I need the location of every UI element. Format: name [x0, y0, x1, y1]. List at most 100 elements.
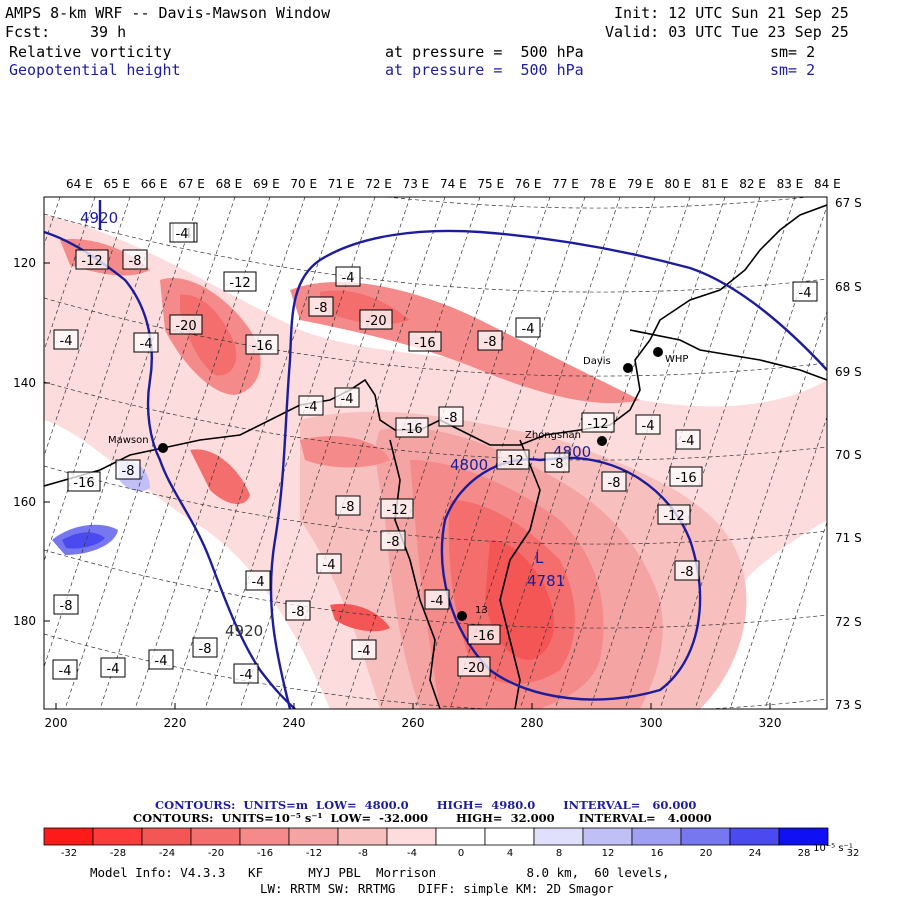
vorticity-label: -8: [438, 406, 464, 427]
longitude-label: 76 E: [515, 177, 542, 191]
vorticity-label: -16: [395, 417, 429, 438]
longitude-label: 81 E: [702, 177, 729, 191]
whp-station-dot: [653, 347, 663, 357]
meridian-line: [764, 521, 827, 709]
vorticity-label-box: [169, 314, 203, 335]
colorbar-swatch: [631, 827, 682, 846]
latitude-label: 67 S: [835, 196, 862, 210]
fcst-label: Fcst:: [5, 23, 51, 41]
vorticity-label-box: [457, 656, 491, 677]
vorticity-label-text: -8: [122, 464, 135, 479]
vorticity-label-box: [122, 249, 148, 270]
longitude-label: 79 E: [627, 177, 654, 191]
colorbar-swatch: [386, 827, 437, 846]
vorticity-label-text: -8: [484, 335, 497, 350]
vorticity-label-text: -8: [551, 457, 564, 472]
vorticity-label: -8: [308, 296, 334, 317]
vorticity-label-box: [334, 387, 360, 408]
vorticity-label: -8: [192, 637, 218, 658]
vorticity-label-text: -4: [140, 337, 153, 352]
parallel-line: [44, 213, 827, 293]
meridian-line: [729, 415, 827, 709]
vorticity-label-text: -4: [341, 392, 354, 407]
meridian-line: [554, 197, 726, 709]
height-label: 4800: [450, 456, 488, 474]
longitude-label: 68 E: [216, 177, 243, 191]
height-label: 4920: [80, 209, 118, 227]
colorbar-tick-label: -24: [158, 848, 176, 859]
vorticity-label-text: -8: [445, 411, 458, 426]
low-center-letter: L: [535, 549, 544, 567]
meridian-line: [484, 197, 656, 709]
vorticity-label: -4: [335, 266, 361, 287]
vorticity-label: -4: [351, 639, 377, 660]
valid-time: Valid: 03 UTC Tue 23 Sep 25: [605, 23, 849, 41]
vorticity-label: -12: [223, 271, 257, 292]
vorticity-label-text: -12: [663, 509, 684, 524]
vorticity-label-text: -8: [292, 605, 305, 620]
vorticity-label: -4: [515, 317, 541, 338]
station-label-whp: WHP: [665, 354, 688, 365]
colorbar-swatch: [43, 827, 94, 846]
vorticity-label: -8: [285, 600, 311, 621]
right-latitude-labels: 67 S 68 S 69 S 70 S 71 S 72 S 73 S: [835, 196, 862, 712]
meridian-line: [44, 197, 201, 668]
vorticity-label-box: [335, 495, 361, 516]
vorticity-label-box: [477, 330, 503, 351]
vorticity-label-box: [67, 471, 101, 492]
colorbar-swatch: [778, 827, 829, 846]
meridian-line: [519, 197, 691, 709]
vorticity-label-text: -4: [107, 662, 120, 677]
longitude-label: 74 E: [440, 177, 467, 191]
colorbar-tick-label: -12: [305, 848, 323, 859]
vorticity-label: -8: [544, 452, 570, 473]
vorticity-label-text: -16: [401, 422, 422, 437]
vorticity-label-text: -20: [463, 661, 484, 676]
vorticity-label-box: [359, 309, 393, 330]
latitude-label: 70 S: [835, 448, 862, 462]
station-label-zhongshan: Zhongshan: [525, 430, 581, 441]
colorbar-swatch: [435, 827, 486, 846]
station-label-13: 13: [475, 605, 488, 616]
vorticity-label: -4: [169, 222, 195, 243]
colorbar-tick-label: 24: [748, 848, 762, 859]
vorticity-label-text: -12: [81, 254, 102, 269]
vorticity-label: -8: [122, 249, 148, 270]
vorticity-label-box: [133, 332, 159, 353]
model-info-line1: Model Info: V4.3.3 KF MYJ PBL Morrison 8…: [90, 865, 670, 880]
vorticity-label-box: [635, 414, 661, 435]
bottom-x-axis-labels: 200 220 240 260 280 300 320: [45, 703, 781, 730]
vorticity-label-text: -12: [386, 503, 407, 518]
vorticity-label-text: -8: [608, 476, 621, 491]
top-longitude-labels: 64 E 65 E 66 E 67 E 68 E 69 E 70 E 71 E 72 E 73 E…: [66, 177, 841, 191]
longitude-label: 83 E: [777, 177, 804, 191]
vorticity-label-box: [148, 649, 174, 670]
vorticity-field: [44, 197, 827, 709]
vorticity-label-text: -20: [365, 314, 386, 329]
field2-smooth: sm= 2: [770, 61, 816, 79]
vorticity-label-box: [496, 449, 530, 470]
longitude-label: 78 E: [590, 177, 617, 191]
vorticity-label: -8: [477, 330, 503, 351]
parallel-line: [44, 718, 827, 796]
vorticity-label-text: -4: [240, 668, 253, 683]
vorticity-label-box: [245, 570, 271, 591]
field2-level: at pressure = 500 hPa: [385, 61, 584, 79]
colorbar-swatch: [680, 827, 731, 846]
colorbar-tick-label: -8: [358, 848, 368, 859]
colorbar-tick-label: 4: [506, 848, 514, 859]
meridian-line: [44, 197, 131, 458]
plot-frame: [43, 196, 828, 710]
height-label: 4920: [225, 622, 263, 640]
vorticity-label-box: [657, 504, 691, 525]
colorbar-swatch: [288, 827, 339, 846]
colorbar-tick-label: -4: [407, 848, 417, 859]
vorticity-label-text: -4: [358, 644, 371, 659]
x-axis-label: 260: [402, 716, 425, 730]
parallel-line: [44, 297, 827, 377]
colorbar-swatch: [239, 827, 290, 846]
meridian-line: [589, 197, 761, 709]
vorticity-label: -4: [424, 589, 450, 610]
vorticity-label-box: [581, 412, 615, 433]
vorticity-label-box: [223, 271, 257, 292]
